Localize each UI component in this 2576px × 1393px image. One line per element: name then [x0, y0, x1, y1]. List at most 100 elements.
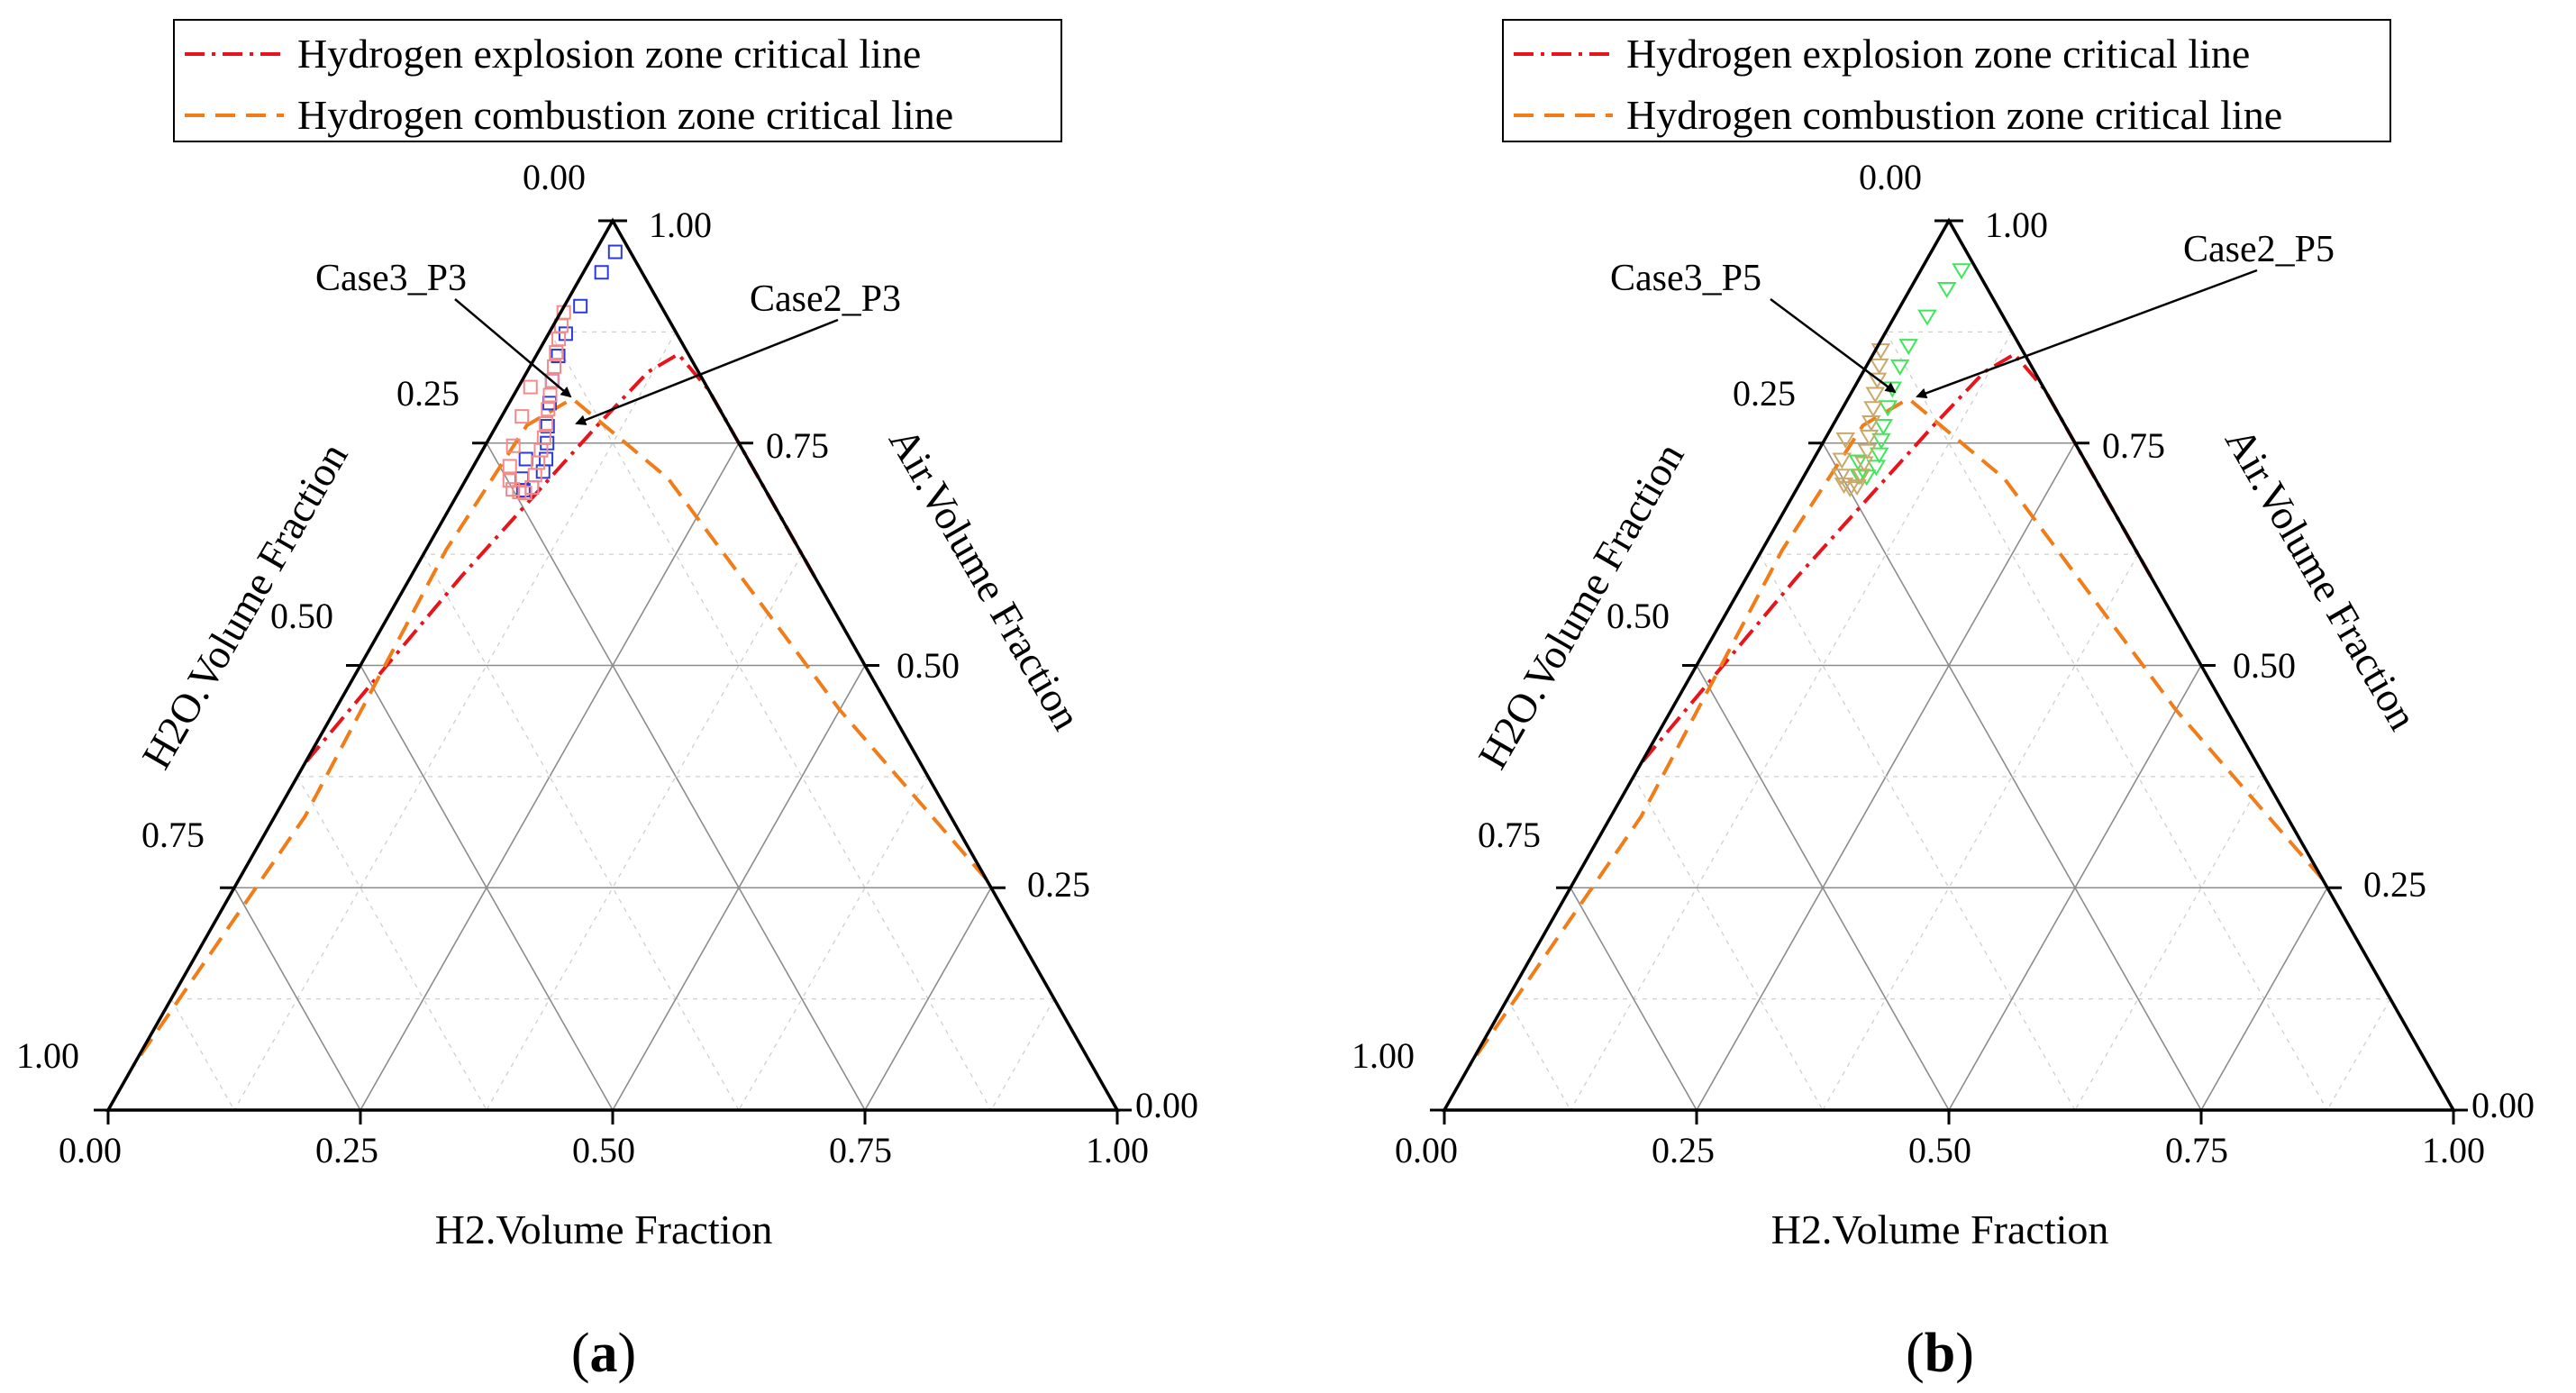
panel-label-letter-a: a [590, 1323, 618, 1384]
point-case3-p5 [1847, 479, 1867, 496]
tick-label-right-0: 0.00 [2471, 1085, 2535, 1125]
legend: Hydrogen explosion zone critical line Hy… [1502, 19, 2391, 142]
point-case2-p5 [1889, 359, 1910, 376]
data-layer [132, 244, 988, 1067]
tick-label-left-2: 0.50 [1607, 596, 1670, 636]
point-case3-p3 [547, 359, 562, 374]
axis-title-right: Air.Volume Fraction [880, 420, 1090, 737]
grid-line-h2o [1633, 776, 1824, 1111]
annotation-arrow-case3 [454, 298, 572, 398]
legend: Hydrogen explosion zone critical line Hy… [173, 19, 1062, 142]
point-case2-p3 [573, 298, 588, 314]
legend-box [173, 19, 1062, 142]
point-case2-p5 [1898, 339, 1918, 356]
tick-label-bottom-2: 0.50 [1908, 1130, 1971, 1170]
tick-label-bottom-2: 0.50 [572, 1130, 635, 1170]
grid-line-h2o [1506, 998, 1571, 1111]
legend-label-explosion: Hydrogen explosion zone critical line [297, 31, 921, 77]
point-case2-p5 [1878, 400, 1898, 417]
annotation-arrow-case2 [1916, 269, 2258, 399]
tick-label-right-0: 0.00 [1135, 1085, 1198, 1125]
grid-line-h2o [1759, 553, 2076, 1111]
tick-label-left-2: 0.50 [270, 596, 333, 636]
grid-line-h2 [2200, 887, 2328, 1111]
point-case3-p3 [514, 409, 530, 424]
grid-line-h2o [1696, 665, 1950, 1111]
tick-labels-bottom: 0.00 0.25 0.50 0.75 1.00 [1395, 1130, 2485, 1170]
point-case3-p5 [1835, 432, 1855, 449]
grid-line-h2 [1822, 553, 2139, 1111]
triangle-frame [94, 217, 1132, 1124]
point-case2-p5 [1866, 460, 1887, 477]
axis-title-right: Air.Volume Fraction [2216, 420, 2426, 737]
point-case2-p3 [607, 244, 623, 259]
point-case2-p3 [518, 451, 533, 467]
point-case3-p5 [1832, 452, 1852, 469]
grid-line-h2 [990, 998, 1055, 1111]
grid-line-h2 [1570, 332, 2013, 1111]
grid-layer [170, 331, 1055, 1111]
tick-label-left-1: 0.25 [1733, 373, 1796, 414]
combustion-critical-line [132, 396, 988, 1067]
tick-label-right-4: 1.00 [649, 205, 712, 245]
point-case2-p5 [1848, 454, 1868, 471]
point-case2-p5 [1869, 447, 1889, 464]
point-case3-p5 [1831, 469, 1851, 486]
tick-label-bottom-4: 1.00 [1086, 1130, 1149, 1170]
point-case3-p5 [1861, 415, 1881, 432]
annotation-arrow-case3 [1770, 297, 1897, 394]
legend-label-combustion: Hydrogen combustion zone critical line [297, 92, 953, 138]
grid-line-h2o [233, 887, 361, 1111]
tick-label-right-2: 0.50 [2233, 645, 2296, 686]
tick-label-left-3: 0.75 [1478, 815, 1541, 855]
tick-labels-right: 0.00 0.25 0.50 0.75 1.00 [649, 205, 1198, 1125]
annotation-text-case2: Case2_P3 [750, 278, 901, 320]
point-case3-p3 [539, 416, 554, 432]
tick-label-left-0: 0.00 [1859, 157, 1922, 197]
grid-line-h2o [170, 998, 235, 1111]
panel-label-letter-b: b [1925, 1323, 1955, 1384]
grid-line-h2 [486, 553, 803, 1111]
tick-label-left-0: 0.00 [523, 157, 586, 197]
point-case2-p5 [1871, 432, 1891, 450]
ternary-panel-b: Hydrogen explosion zone critical line Hy… [1352, 19, 2535, 1384]
tick-label-right-2: 0.50 [897, 645, 960, 686]
tick-label-right-4: 1.00 [1985, 205, 2048, 245]
tick-label-left-1: 0.25 [396, 373, 460, 414]
point-case2-p5 [1917, 309, 1937, 326]
point-case3-p5 [1840, 481, 1861, 498]
axis-title-bottom: H2.Volume Fraction [1771, 1206, 2109, 1252]
tick-labels-left: 0.00 0.25 0.50 0.75 1.00 [1352, 157, 1922, 1076]
tick-labels-left: 0.00 0.25 0.50 0.75 1.00 [16, 157, 586, 1076]
tick-label-bottom-3: 0.75 [2165, 1130, 2228, 1170]
ternary-panel-a: Hydrogen explosion zone critical line Hy… [16, 19, 1198, 1384]
grid-line-h2o [296, 776, 487, 1111]
point-case3-p3 [523, 379, 538, 395]
point-case2-p5 [1952, 263, 1971, 280]
point-case2-p3 [540, 418, 555, 433]
point-case2-p3 [594, 265, 609, 280]
panel-label-b: (b) [1906, 1323, 1974, 1384]
grid-line-h2 [1948, 665, 2202, 1111]
point-case3-p5 [1867, 372, 1888, 389]
point-case3-p3 [544, 373, 560, 388]
legend-box [1502, 19, 2391, 142]
point-case2-p3 [515, 483, 531, 498]
tick-label-left-4: 1.00 [1352, 1035, 1415, 1076]
grid-line-h2o [1885, 332, 2328, 1111]
grid-line-h2o [423, 553, 740, 1111]
tick-label-right-1: 0.25 [2363, 864, 2426, 905]
point-case3-p5 [1854, 456, 1874, 473]
annotation-arrow-case2 [575, 318, 839, 425]
tick-label-bottom-3: 0.75 [829, 1130, 892, 1170]
point-case2-p5 [1873, 419, 1893, 435]
panel-label-a: (a) [571, 1323, 636, 1384]
grid-line-h2 [864, 887, 992, 1111]
point-case3-p5 [1863, 401, 1883, 418]
annotation-case3: Case3_P3 [315, 258, 572, 398]
point-case3-p3 [549, 345, 564, 360]
tick-label-left-3: 0.75 [141, 815, 205, 855]
grid-line-h2o [549, 332, 992, 1111]
annotation-case2: Case2_P3 [575, 278, 901, 425]
annotation-case3: Case3_P5 [1610, 258, 1897, 394]
